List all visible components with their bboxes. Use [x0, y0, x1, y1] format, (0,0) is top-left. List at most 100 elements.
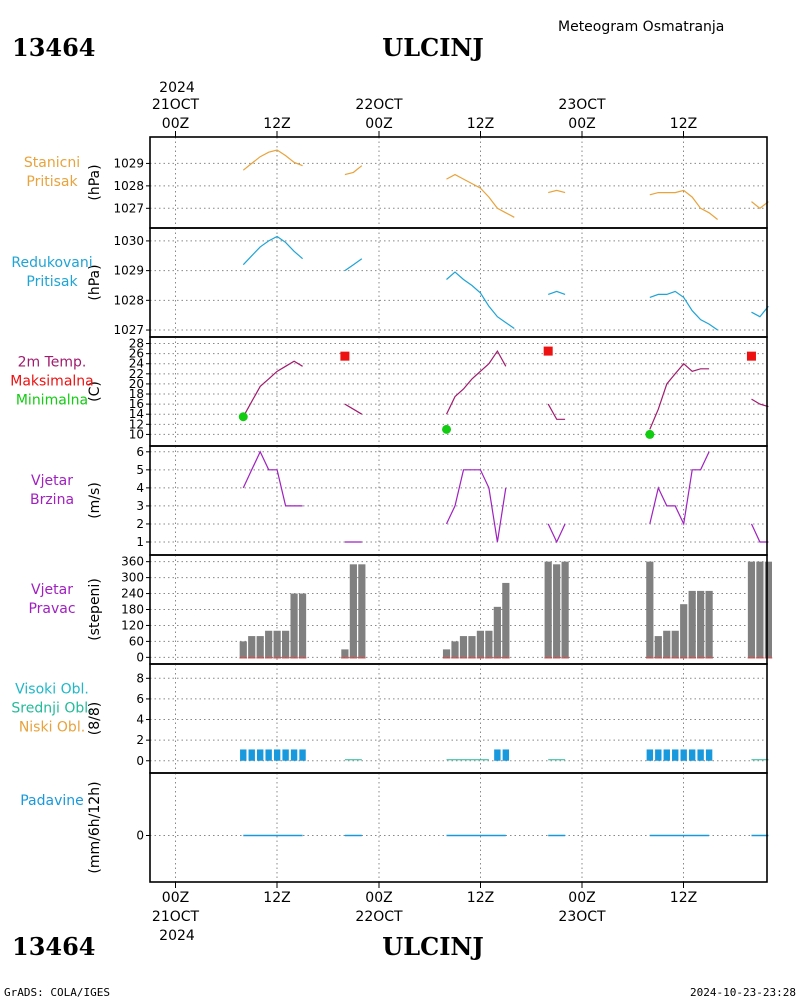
- temperatura-line-2: [445, 349, 507, 415]
- unit-label-temperatura: (C): [87, 381, 103, 402]
- y-tick-label-vjetar_pravac-0: 0: [136, 650, 144, 664]
- top-hour-label-4: 00Z: [568, 116, 595, 132]
- cloud-bar: [502, 749, 510, 761]
- wind-dir-bar: [468, 636, 476, 658]
- vjetar_brzina-line-2: [445, 469, 507, 543]
- panel-oblaci: 0 2 4 6 8 (8/8) Visoki Obl. Srednji Obl. Niski O…: [11, 663, 769, 774]
- wind-dir-bar: [459, 636, 468, 658]
- panel-label-vjetar_pravac-1: Pravac: [28, 601, 75, 617]
- y-tick-label-vjetar_pravac-4: 240: [121, 587, 144, 601]
- y-tick-label-stanicni-0: 1027: [113, 201, 144, 215]
- cloud-bar: [248, 749, 255, 761]
- redukovani-line-3: [548, 290, 566, 295]
- bottom-hour-label-5: 12Z: [670, 890, 697, 906]
- vjetar_brzina-line-5: [750, 523, 769, 543]
- bottom-day-label-0: 21OCT: [152, 909, 200, 925]
- tmax-marker-2: [746, 351, 756, 361]
- panel-frame-padavine: [149, 772, 768, 883]
- wind-dir-bar: [553, 564, 561, 658]
- y-tick-label-oblaci-4: 8: [136, 671, 144, 685]
- cloud-bar: [646, 749, 654, 761]
- panel-label-oblaci-0: Visoki Obl.: [15, 682, 89, 698]
- station-id-bottom: 13464: [12, 932, 96, 961]
- footer-source: GrADS: COLA/IGES: [4, 986, 110, 999]
- tmax-marker-1: [543, 346, 553, 356]
- top-hour-label-3: 12Z: [467, 116, 494, 132]
- y-tick-label-temperatura-8: 26: [129, 347, 144, 361]
- footer-timestamp: 2024-10-23-23:28: [690, 986, 796, 999]
- wind-dir-bar: [265, 630, 273, 658]
- wind-dir-bar: [747, 561, 756, 658]
- bottom-hour-label-2: 00Z: [365, 890, 392, 906]
- cloud-bar: [265, 749, 272, 761]
- panel-frame-stanicni: [149, 136, 768, 229]
- top-hour-label-1: 12Z: [263, 116, 290, 132]
- wind-dir-bar: [451, 641, 459, 658]
- wind-dir-bar: [697, 590, 705, 658]
- redukovani-line-0: [242, 235, 303, 266]
- top-time-axis: 21OCT 00Z 12Z 22OCT 00Z 12Z 23OCT 00Z 12Z: [152, 97, 697, 137]
- wind-dir-bar: [282, 630, 290, 658]
- cloud-bar: [705, 749, 713, 761]
- unit-label-vjetar_brzina: (m/s): [87, 482, 103, 519]
- top-hour-label-2: 00Z: [365, 116, 392, 132]
- wind-dir-bar: [705, 590, 713, 658]
- wind-dir-bar: [358, 564, 366, 658]
- panel-padavine: 0 (mm/6h/12h)Padavine: [20, 772, 769, 883]
- y-tick-label-vjetar_brzina-3: 4: [136, 481, 144, 495]
- wind-dir-bar: [248, 636, 256, 658]
- top-day-label-2: 22OCT: [355, 97, 403, 113]
- cloud-bar: [290, 749, 298, 761]
- y-tick-label-redukovani-1: 1028: [113, 293, 144, 307]
- wind-dir-bar: [671, 630, 679, 658]
- y-tick-label-vjetar_pravac-5: 300: [121, 571, 144, 585]
- vjetar_brzina-line-0: [242, 450, 303, 507]
- y-tick-label-padavine-0: 0: [136, 829, 144, 843]
- wind-dir-bar: [442, 649, 451, 658]
- panel-label-temperatura-0: 2m Temp.: [18, 355, 87, 371]
- bottom-hour-label-3: 12Z: [467, 890, 494, 906]
- top-hour-label-0: 00Z: [162, 116, 189, 132]
- cloud-bar: [273, 749, 281, 761]
- tmin-marker-0: [238, 412, 248, 422]
- wind-dir-bar: [544, 561, 552, 658]
- y-tick-label-temperatura-4: 18: [129, 387, 144, 401]
- unit-label-redukovani: (hPa): [87, 264, 103, 300]
- bottom-hour-label-0: 00Z: [162, 890, 189, 906]
- y-tick-label-vjetar_pravac-1: 60: [129, 634, 144, 648]
- y-tick-label-oblaci-2: 4: [136, 713, 144, 727]
- redukovani-line-5: [751, 305, 769, 318]
- panel-frame-redukovani: [149, 227, 768, 338]
- stanicni-line-4: [649, 189, 718, 220]
- wind-dir-bar: [764, 561, 772, 658]
- bottom-hour-label-1: 12Z: [263, 890, 290, 906]
- unit-label-oblaci: (8/8): [87, 702, 103, 735]
- wind-dir-bar: [688, 590, 696, 658]
- panel-label-oblaci-1: Srednji Obl.: [11, 701, 92, 717]
- wind-dir-bar: [756, 561, 764, 658]
- y-tick-label-redukovani-2: 1029: [113, 264, 144, 278]
- cloud-bar: [688, 749, 696, 761]
- y-tick-label-vjetar_brzina-5: 6: [136, 445, 144, 459]
- wind-dir-bar: [502, 582, 510, 658]
- tmin-marker-2: [645, 429, 655, 439]
- vjetar_brzina-line-4: [649, 451, 710, 526]
- wind-dir-bar: [341, 649, 349, 658]
- cloud-bar: [663, 749, 670, 761]
- wind-dir-bar: [298, 593, 307, 658]
- bottom-day-label-4: 23OCT: [558, 909, 606, 925]
- wind-dir-bar: [646, 561, 654, 658]
- temperatura-line-4: [649, 362, 710, 430]
- y-tick-label-temperatura-0: 10: [129, 427, 144, 441]
- cloud-bar: [672, 749, 679, 761]
- temperatura-line-5: [751, 398, 769, 408]
- top-hour-label-5: 12Z: [670, 116, 697, 132]
- panel-label-stanicni-1: Pritisak: [26, 174, 78, 190]
- wind-dir-bar: [290, 593, 298, 658]
- y-tick-label-temperatura-6: 22: [129, 367, 144, 381]
- panel-redukovani: 1027 1028 1029 1030 (hPa)Redukovani Pritisak: [11, 227, 769, 338]
- wind-dir-bar: [273, 630, 281, 658]
- bottom-time-axis: 00Z 21OCT 12Z 00Z 22OCT 12Z 00Z 23OCT 12Z: [152, 882, 697, 925]
